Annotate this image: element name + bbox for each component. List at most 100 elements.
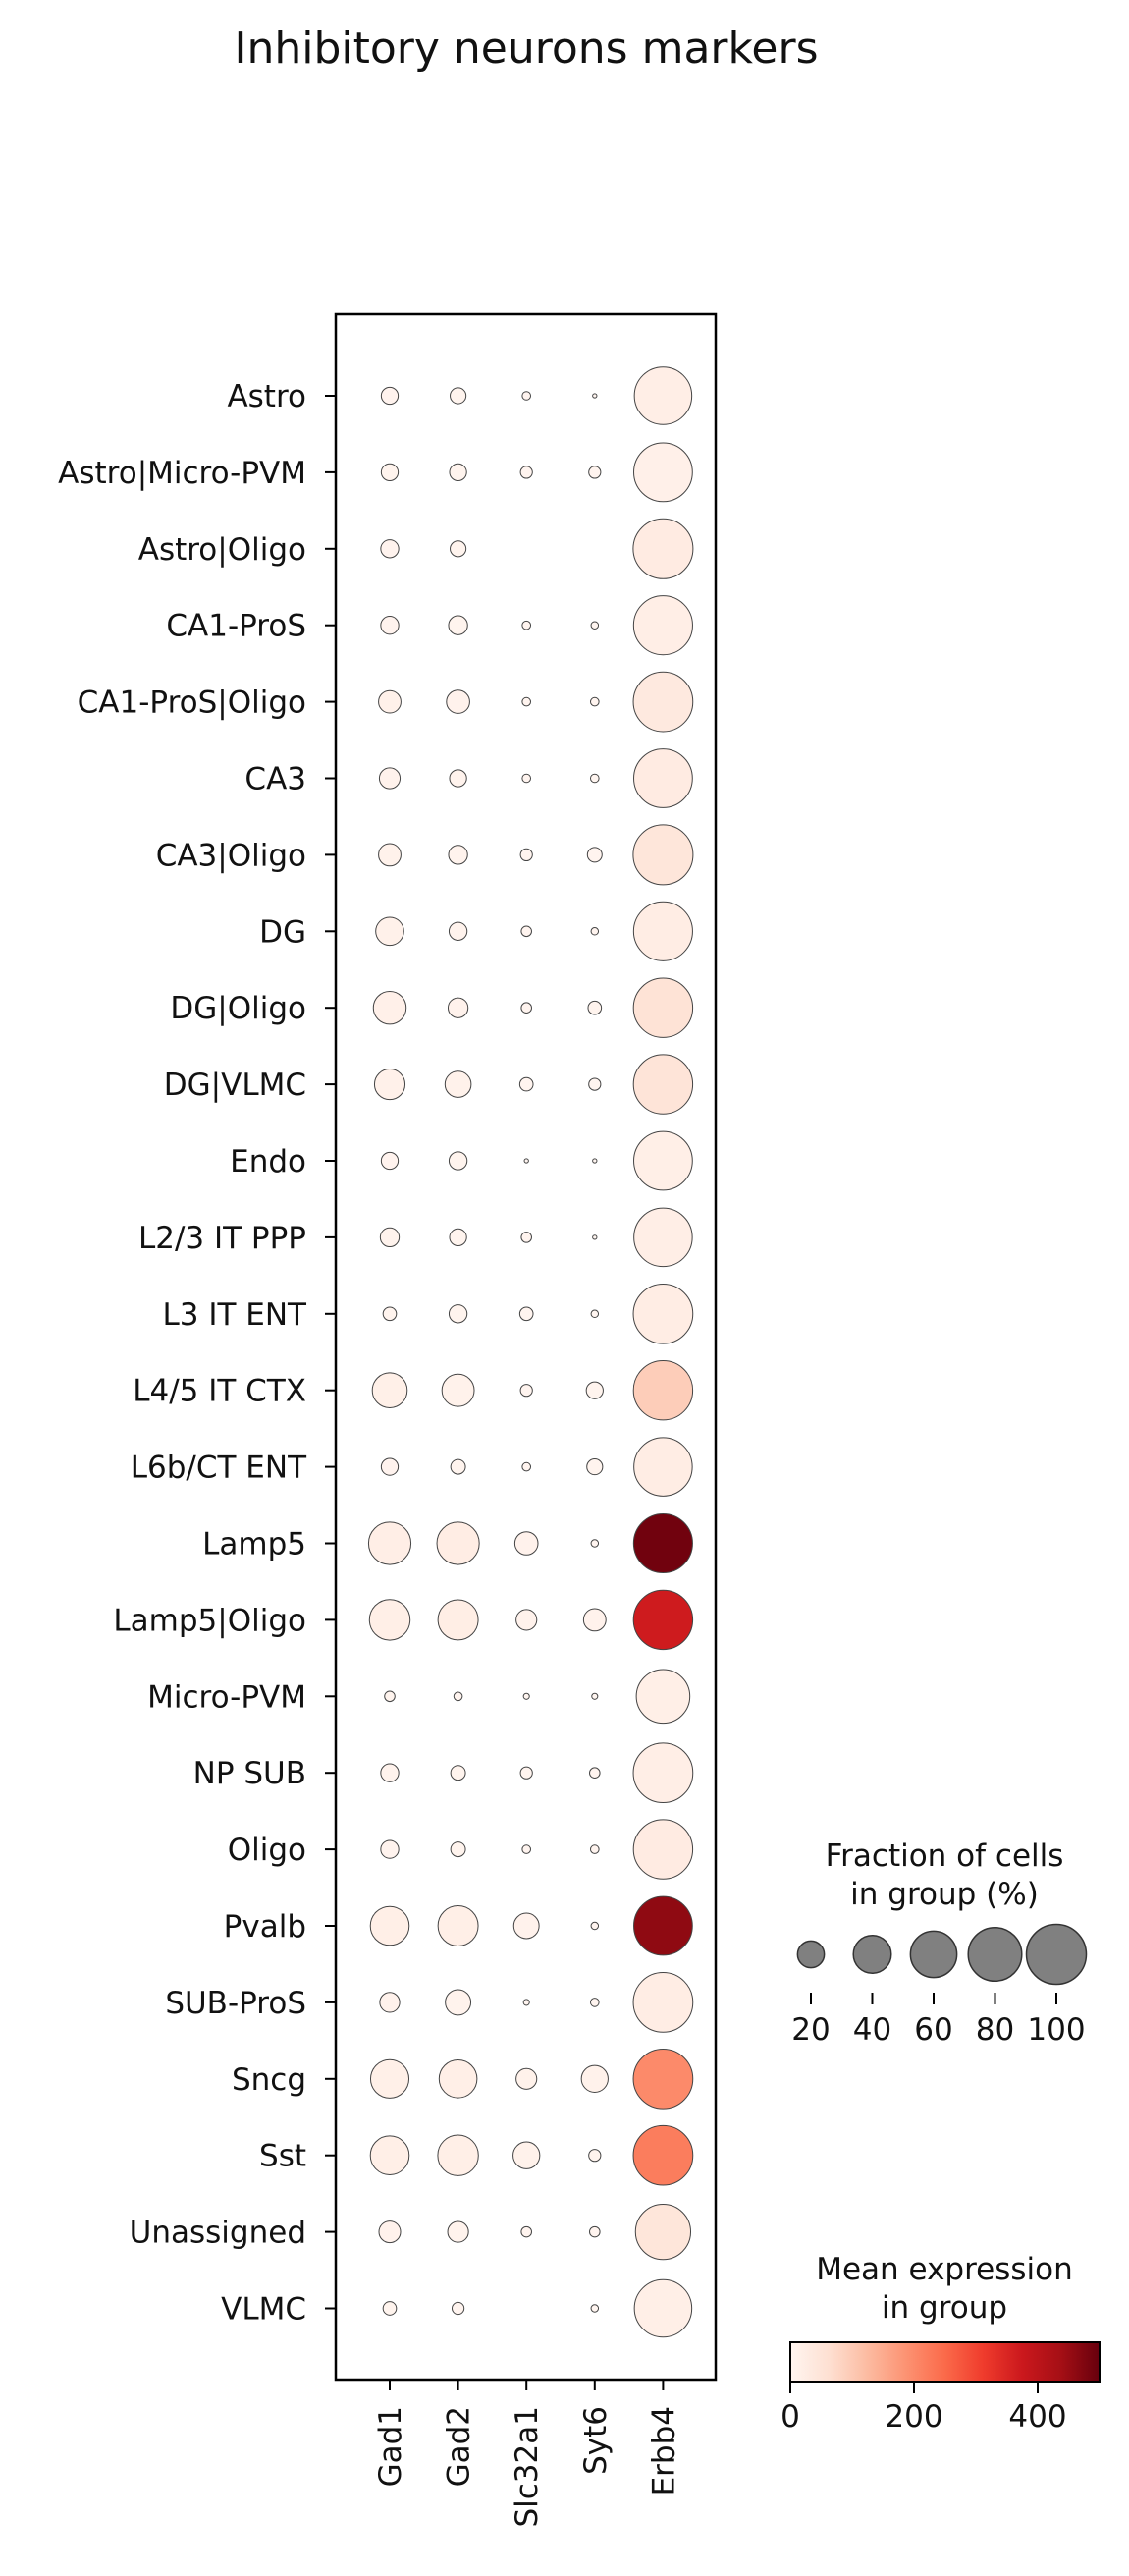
y-tick-label: Pvalb [224, 1909, 306, 1945]
dot: CA1-ProS / Gad2 [448, 615, 468, 635]
y-tick-label: Unassigned [130, 2216, 306, 2251]
size-legend-label: 60 [914, 2012, 952, 2048]
dot: CA1-ProS / Erbb4 [632, 595, 693, 656]
dot: Astro / Erbb4 [633, 366, 693, 425]
dot: Astro|Micro-PVM / Slc32a1 [519, 466, 533, 479]
y-tick-label: DG|VLMC [164, 1068, 306, 1103]
x-tick-label: Gad1 [373, 2406, 408, 2487]
dot: Pvalb / Slc32a1 [512, 1912, 540, 1940]
dot: Sncg / Gad2 [438, 2059, 478, 2099]
dot: VLMC / Gad1 [382, 2301, 398, 2316]
y-tick-label: DG [259, 914, 306, 950]
dot: CA3 / Syt6 [589, 773, 600, 784]
dot: L2/3 IT PPP / Erbb4 [633, 1207, 693, 1268]
dot: CA1-ProS / Gad1 [380, 616, 400, 635]
dot: DG|VLMC / Syt6 [588, 1077, 602, 1091]
dot: VLMC / Syt6 [590, 2304, 600, 2313]
dot: DG|VLMC / Gad2 [444, 1070, 472, 1098]
dot: DG / Gad2 [448, 921, 468, 941]
size-legend-label: 80 [976, 2012, 1014, 2048]
dot: L3 IT ENT / Syt6 [590, 1309, 600, 1319]
dot: Sncg / Syt6 [580, 2064, 609, 2093]
dot: DG|VLMC / Gad1 [373, 1069, 406, 1101]
dot: L6b/CT ENT / Slc32a1 [521, 1461, 532, 1472]
color-legend-title-line1: Mean expression [816, 2252, 1073, 2287]
dot: CA1-ProS|Oligo / Syt6 [589, 696, 600, 707]
size-legend-label: 20 [791, 2012, 830, 2048]
y-tick-label: Micro-PVM [147, 1679, 306, 1715]
dot: Endo / Gad2 [448, 1151, 468, 1171]
size-legend-title-line2: in group (%) [850, 1877, 1039, 1912]
dot: L4/5 IT CTX / Slc32a1 [519, 1384, 533, 1398]
dot: Micro-PVM / Syt6 [591, 1692, 599, 1700]
dot: SUB-ProS / Gad1 [379, 1992, 401, 2013]
y-tick-label: L2/3 IT PPP [138, 1221, 306, 1256]
dot: Micro-PVM / Gad2 [453, 1691, 463, 1702]
dot: CA1-ProS|Oligo / Erbb4 [632, 671, 694, 733]
dot: L4/5 IT CTX / Syt6 [585, 1381, 604, 1399]
dot: DG / Slc32a1 [520, 925, 532, 938]
dot: SUB-ProS / Gad2 [445, 1989, 472, 2016]
dot: Pvalb / Erbb4 [633, 1895, 693, 1956]
dot: Lamp5|Oligo / Gad1 [368, 1599, 411, 1641]
dot: L3 IT ENT / Erbb4 [632, 1283, 694, 1344]
y-tick-label: Lamp5|Oligo [113, 1603, 306, 1638]
dot: CA3|Oligo / Syt6 [586, 847, 603, 863]
dot: Astro|Oligo / Gad2 [450, 540, 467, 558]
dot: Micro-PVM / Erbb4 [635, 1669, 691, 1725]
dot: CA1-ProS|Oligo / Gad2 [446, 689, 470, 714]
y-tick-label: CA1-ProS [166, 609, 306, 644]
dot: Endo / Gad1 [380, 1151, 400, 1171]
dot: CA3|Oligo / Slc32a1 [519, 848, 533, 862]
y-tick-label: SUB-ProS [165, 1986, 306, 2021]
dot: Endo / Erbb4 [633, 1130, 693, 1191]
dot: Astro|Micro-PVM / Gad2 [449, 463, 467, 482]
dot: L3 IT ENT / Gad1 [382, 1306, 398, 1322]
dot: Lamp5|Oligo / Syt6 [582, 1608, 607, 1632]
dot: Lamp5 / Erbb4 [632, 1512, 693, 1574]
dot: Oligo / Erbb4 [632, 1819, 694, 1880]
size-legend-dot [852, 1934, 892, 1975]
dot: Oligo / Gad1 [380, 1839, 400, 1859]
dot: DG|Oligo / Gad1 [372, 990, 407, 1025]
dot: NP SUB / Syt6 [589, 1767, 601, 1779]
dot: DG / Gad1 [375, 916, 404, 947]
dot: CA1-ProS / Slc32a1 [521, 620, 532, 630]
dot: Lamp5|Oligo / Gad2 [437, 1599, 479, 1641]
dot: L3 IT ENT / Slc32a1 [518, 1306, 534, 1322]
color-legend-title-line2: in group [882, 2290, 1007, 2326]
dot: Micro-PVM / Gad1 [384, 1690, 396, 1703]
dot: DG|VLMC / Erbb4 [632, 1054, 694, 1115]
dot: Sncg / Gad1 [369, 2058, 410, 2099]
chart-title: Inhibitory neurons markers [234, 24, 818, 74]
dot: Astro / Slc32a1 [521, 391, 532, 401]
dot: Sst / Gad2 [437, 2134, 479, 2176]
y-tick-label: CA3 [244, 762, 306, 797]
color-legend: Mean expression in group 0 200 400 [780, 2252, 1101, 2435]
dot: L3 IT ENT / Gad2 [448, 1304, 468, 1324]
x-tick-label: Gad2 [442, 2406, 477, 2487]
dot: NP SUB / Gad1 [380, 1763, 400, 1782]
dot: L4/5 IT CTX / Gad2 [441, 1373, 475, 1407]
dot: CA3 / Erbb4 [633, 748, 693, 808]
dot: CA3|Oligo / Gad1 [378, 843, 402, 867]
colorbar-tick-label: 0 [780, 2399, 800, 2435]
y-tick-label: Astro|Oligo [138, 532, 306, 568]
y-tick-label: DG|Oligo [170, 991, 306, 1026]
y-tick-label: L6b/CT ENT [131, 1451, 307, 1486]
dot: Endo / Slc32a1 [523, 1158, 529, 1164]
dot: CA3|Oligo / Erbb4 [632, 824, 694, 886]
dot: SUB-ProS / Slc32a1 [522, 1999, 530, 2006]
dot: Astro|Micro-PVM / Erbb4 [633, 442, 693, 503]
size-legend-items: 20 40 60 80 100 [791, 1923, 1088, 2048]
dot: DG|Oligo / Erbb4 [632, 977, 694, 1038]
dot: Lamp5 / Syt6 [590, 1539, 600, 1548]
size-legend-dot [967, 1926, 1023, 1983]
dot: Lamp5 / Gad2 [436, 1521, 480, 1565]
y-tick-label: L4/5 IT CTX [133, 1374, 306, 1409]
dot: Lamp5 / Slc32a1 [513, 1531, 539, 1556]
plot-area: Astro Astro|Micro-PVM Astro|Oligo CA1-ProS C… [58, 312, 718, 2528]
y-tick-label: VLMC [221, 2292, 306, 2328]
dot: L6b/CT ENT / Erbb4 [633, 1437, 693, 1497]
